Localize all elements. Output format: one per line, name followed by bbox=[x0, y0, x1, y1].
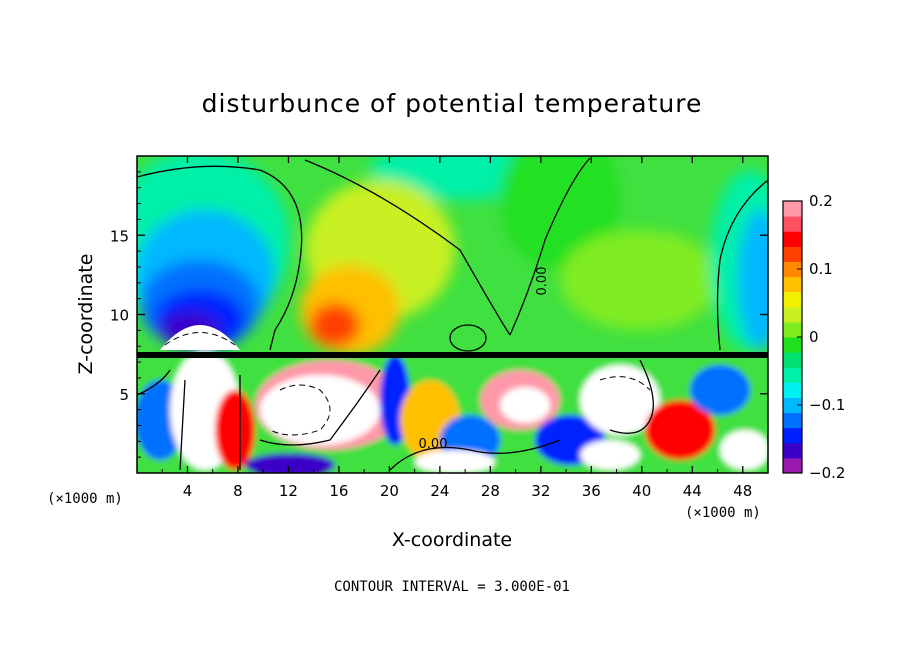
colorbar-swatch bbox=[783, 276, 802, 293]
contour-label: 0.00 bbox=[419, 437, 448, 452]
y-axis: 5 10 15 bbox=[110, 171, 768, 458]
plot-field bbox=[137, 156, 768, 473]
colorbar-swatch bbox=[783, 231, 802, 247]
y-tick-label: 5 bbox=[119, 386, 129, 404]
colorbar-swatch bbox=[783, 291, 802, 308]
x-tick-label: 20 bbox=[380, 482, 399, 500]
colorbar-swatch bbox=[783, 261, 802, 278]
colorbar-swatch bbox=[783, 306, 802, 323]
colorbar-tick-label: 0.2 bbox=[809, 192, 833, 210]
x-axis: 4 8 12 16 20 24 28 32 36 40 44 48 bbox=[161, 156, 752, 500]
colorbar-swatch bbox=[783, 457, 802, 474]
chart-title: disturbunce of potential temperature bbox=[202, 89, 703, 118]
x-tick-label: 16 bbox=[329, 482, 348, 500]
colorbar-swatch bbox=[783, 397, 802, 414]
x-tick-label: 8 bbox=[233, 482, 243, 500]
colorbar-tick-label: 0.1 bbox=[809, 260, 833, 278]
colorbar-swatch bbox=[783, 321, 802, 338]
colorbar-swatch bbox=[783, 367, 802, 383]
colorbar-swatch bbox=[783, 352, 802, 368]
colorbar-swatch bbox=[783, 216, 802, 232]
x-tick-label: 44 bbox=[683, 482, 702, 500]
colorbar: 0.2 0.1 0 −0.1 −0.2 bbox=[782, 192, 845, 482]
colorbar-swatch bbox=[783, 201, 802, 217]
x-tick-label: 28 bbox=[481, 482, 500, 500]
colorbar-tick-label: −0.2 bbox=[809, 464, 845, 482]
x-tick-label: 24 bbox=[430, 482, 449, 500]
colorbar-swatch bbox=[783, 246, 802, 262]
colorbar-swatch bbox=[783, 427, 802, 444]
x-tick-label: 4 bbox=[183, 482, 193, 500]
contour-interval-note: CONTOUR INTERVAL = 3.000E-01 bbox=[334, 579, 570, 595]
colorbar-tick-label: 0 bbox=[809, 328, 819, 346]
colorbar-swatch bbox=[783, 337, 802, 353]
x-tick-label: 48 bbox=[733, 482, 752, 500]
y-tick-label: 15 bbox=[110, 227, 129, 245]
x-unit-left: (×1000 m) bbox=[47, 491, 123, 507]
contour-label: 0.00 bbox=[535, 267, 550, 296]
x-tick-label: 12 bbox=[279, 482, 298, 500]
colorbar-swatch bbox=[783, 412, 802, 429]
colorbar-tick-label: −0.1 bbox=[809, 396, 845, 414]
x-axis-label: X-coordinate bbox=[392, 529, 512, 551]
x-tick-label: 36 bbox=[582, 482, 601, 500]
y-tick-label: 10 bbox=[110, 307, 129, 325]
y-axis-label: Z-coordinate bbox=[75, 254, 97, 375]
colorbar-swatch bbox=[783, 382, 802, 398]
x-tick-label: 40 bbox=[632, 482, 651, 500]
colorbar-swatch bbox=[783, 442, 802, 459]
x-unit-right: (×1000 m) bbox=[685, 505, 761, 521]
x-tick-label: 32 bbox=[531, 482, 550, 500]
